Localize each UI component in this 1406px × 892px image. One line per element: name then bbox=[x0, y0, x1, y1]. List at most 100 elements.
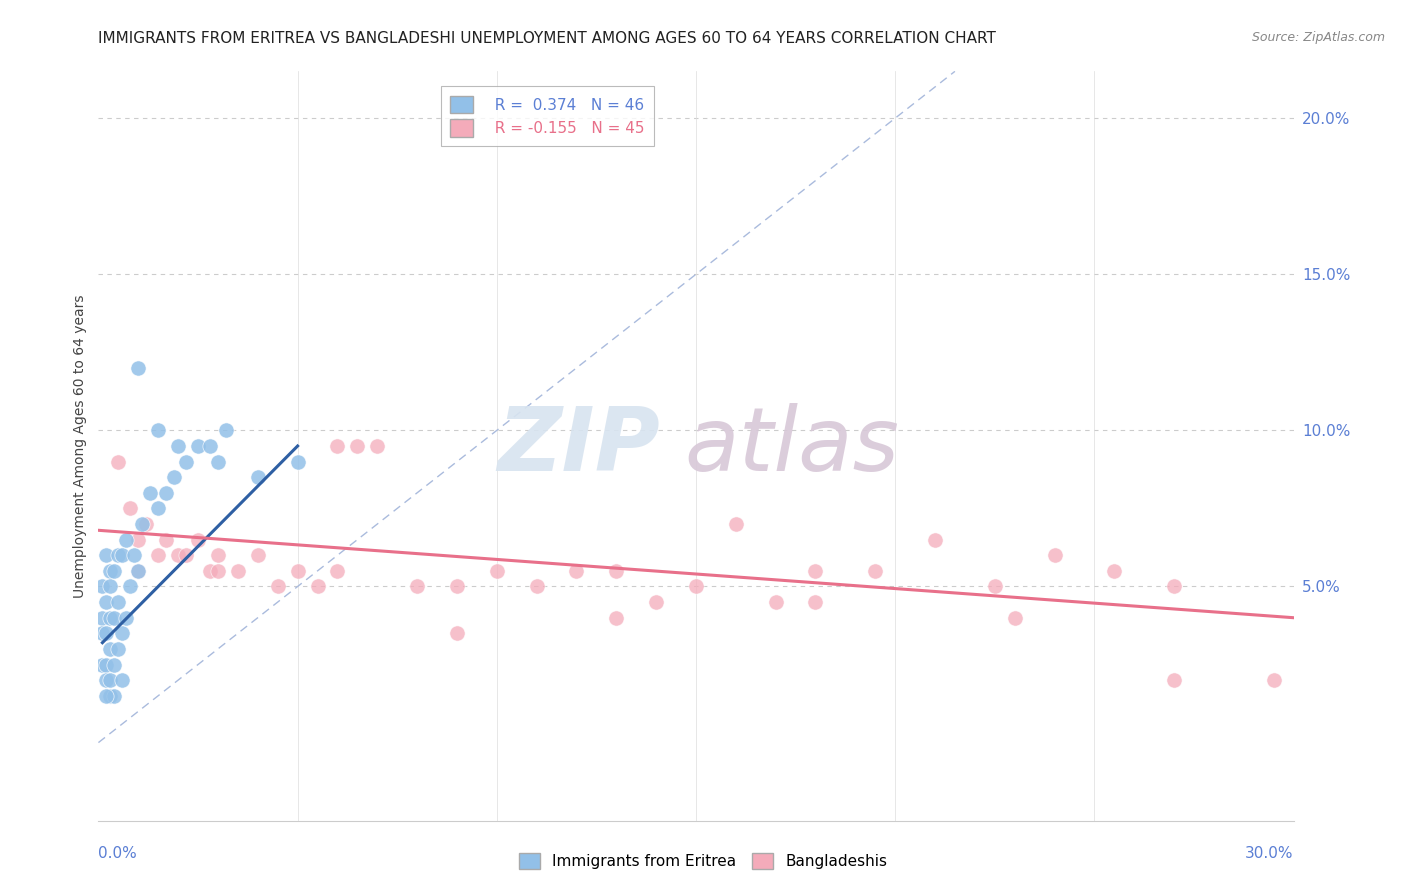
Point bbox=[98, 564, 122, 578]
Point bbox=[103, 611, 125, 625]
Point bbox=[148, 548, 170, 563]
Point bbox=[174, 455, 197, 469]
Point bbox=[446, 626, 468, 640]
Point bbox=[155, 485, 177, 500]
Point bbox=[124, 548, 146, 563]
Point bbox=[267, 580, 290, 594]
Point bbox=[287, 564, 309, 578]
Point bbox=[307, 580, 329, 594]
Legend: Immigrants from Eritrea, Bangladeshis: Immigrants from Eritrea, Bangladeshis bbox=[513, 847, 893, 875]
Point bbox=[127, 564, 149, 578]
Y-axis label: Unemployment Among Ages 60 to 64 years: Unemployment Among Ages 60 to 64 years bbox=[73, 294, 87, 598]
Point bbox=[96, 548, 118, 563]
Point bbox=[605, 611, 627, 625]
Point bbox=[1104, 564, 1126, 578]
Point bbox=[98, 611, 122, 625]
Point bbox=[127, 564, 149, 578]
Point bbox=[91, 580, 114, 594]
Point bbox=[215, 424, 238, 438]
Point bbox=[645, 595, 668, 609]
Point bbox=[107, 642, 129, 657]
Point bbox=[107, 548, 129, 563]
Point bbox=[187, 439, 209, 453]
Point bbox=[148, 501, 170, 516]
Point bbox=[127, 361, 149, 376]
Point bbox=[804, 595, 827, 609]
Point bbox=[1004, 611, 1026, 625]
Point bbox=[924, 533, 946, 547]
Point bbox=[103, 657, 125, 672]
Point bbox=[98, 673, 122, 688]
Point bbox=[984, 580, 1007, 594]
Point bbox=[111, 626, 134, 640]
Point bbox=[724, 517, 747, 532]
Point bbox=[1263, 673, 1285, 688]
Point bbox=[287, 455, 309, 469]
Point bbox=[107, 455, 129, 469]
Point bbox=[120, 580, 142, 594]
Point bbox=[111, 548, 134, 563]
Point bbox=[765, 595, 787, 609]
Point bbox=[865, 564, 887, 578]
Point bbox=[135, 517, 157, 532]
Point bbox=[96, 657, 118, 672]
Point bbox=[605, 564, 627, 578]
Point bbox=[148, 424, 170, 438]
Point bbox=[207, 455, 229, 469]
Text: atlas: atlas bbox=[685, 403, 898, 489]
Point bbox=[446, 580, 468, 594]
Point bbox=[155, 533, 177, 547]
Point bbox=[198, 439, 221, 453]
Point bbox=[127, 533, 149, 547]
Point bbox=[96, 673, 118, 688]
Point bbox=[198, 564, 221, 578]
Point bbox=[131, 517, 153, 532]
Point bbox=[103, 564, 125, 578]
Point bbox=[115, 611, 138, 625]
Point bbox=[96, 595, 118, 609]
Point bbox=[207, 548, 229, 563]
Point bbox=[1163, 580, 1185, 594]
Point bbox=[98, 580, 122, 594]
Point bbox=[366, 439, 388, 453]
Point bbox=[174, 548, 197, 563]
Point bbox=[485, 564, 508, 578]
Legend:   R =  0.374   N = 46,   R = -0.155   N = 45: R = 0.374 N = 46, R = -0.155 N = 45 bbox=[440, 87, 654, 146]
Text: 30.0%: 30.0% bbox=[1246, 846, 1294, 861]
Text: 0.0%: 0.0% bbox=[98, 846, 138, 861]
Point bbox=[167, 548, 190, 563]
Point bbox=[187, 533, 209, 547]
Point bbox=[139, 485, 162, 500]
Point bbox=[120, 501, 142, 516]
Point bbox=[98, 642, 122, 657]
Text: IMMIGRANTS FROM ERITREA VS BANGLADESHI UNEMPLOYMENT AMONG AGES 60 TO 64 YEARS CO: IMMIGRANTS FROM ERITREA VS BANGLADESHI U… bbox=[98, 31, 997, 46]
Point bbox=[167, 439, 190, 453]
Point bbox=[526, 580, 548, 594]
Point bbox=[163, 470, 186, 484]
Point bbox=[565, 564, 588, 578]
Text: ZIP: ZIP bbox=[498, 402, 661, 490]
Point bbox=[685, 580, 707, 594]
Point bbox=[207, 564, 229, 578]
Point bbox=[246, 470, 269, 484]
Point bbox=[346, 439, 368, 453]
Point bbox=[226, 564, 249, 578]
Point bbox=[804, 564, 827, 578]
Point bbox=[326, 564, 349, 578]
Point bbox=[103, 689, 125, 703]
Point bbox=[111, 673, 134, 688]
Text: Source: ZipAtlas.com: Source: ZipAtlas.com bbox=[1251, 31, 1385, 45]
Point bbox=[91, 611, 114, 625]
Point bbox=[98, 689, 122, 703]
Point bbox=[1163, 673, 1185, 688]
Point bbox=[91, 626, 114, 640]
Point bbox=[246, 548, 269, 563]
Point bbox=[326, 439, 349, 453]
Point bbox=[1043, 548, 1066, 563]
Point bbox=[107, 595, 129, 609]
Point bbox=[96, 626, 118, 640]
Point bbox=[406, 580, 429, 594]
Point bbox=[96, 689, 118, 703]
Point bbox=[91, 657, 114, 672]
Point bbox=[115, 533, 138, 547]
